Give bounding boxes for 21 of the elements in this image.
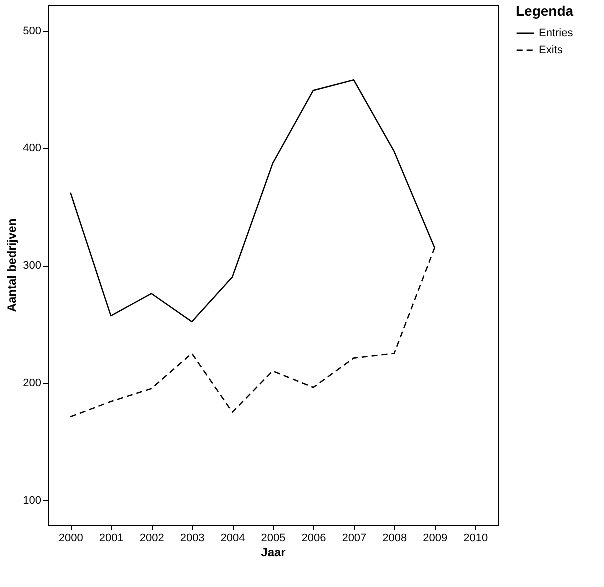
x-tick-label: 2008 [382, 532, 408, 544]
x-tick-label: 2009 [423, 532, 448, 544]
y-tick-label: 300 [23, 260, 42, 272]
x-axis-title: Jaar [261, 546, 286, 560]
y-axis-title: Aantal bedrijven [5, 218, 20, 312]
y-tick-label: 100 [23, 494, 42, 507]
legend-label: Exits [539, 44, 564, 56]
y-tick-label: 400 [23, 142, 42, 155]
x-tick-label: 2006 [302, 532, 326, 544]
x-tick-label: 2003 [180, 532, 205, 544]
x-tick-label: 2001 [99, 532, 124, 544]
x-tick-label: 2005 [261, 532, 286, 544]
x-tick-label: 2010 [464, 532, 488, 544]
legend-label: Entries [539, 28, 574, 40]
x-tick-label: 2002 [140, 532, 164, 544]
x-tick-label: 2007 [342, 532, 367, 544]
x-tick-label: 2000 [58, 532, 84, 544]
y-tick-label: 200 [23, 377, 42, 390]
y-tick-label: 500 [23, 25, 42, 38]
x-tick-label: 2004 [220, 532, 246, 544]
legend-title: Legenda [516, 3, 574, 19]
